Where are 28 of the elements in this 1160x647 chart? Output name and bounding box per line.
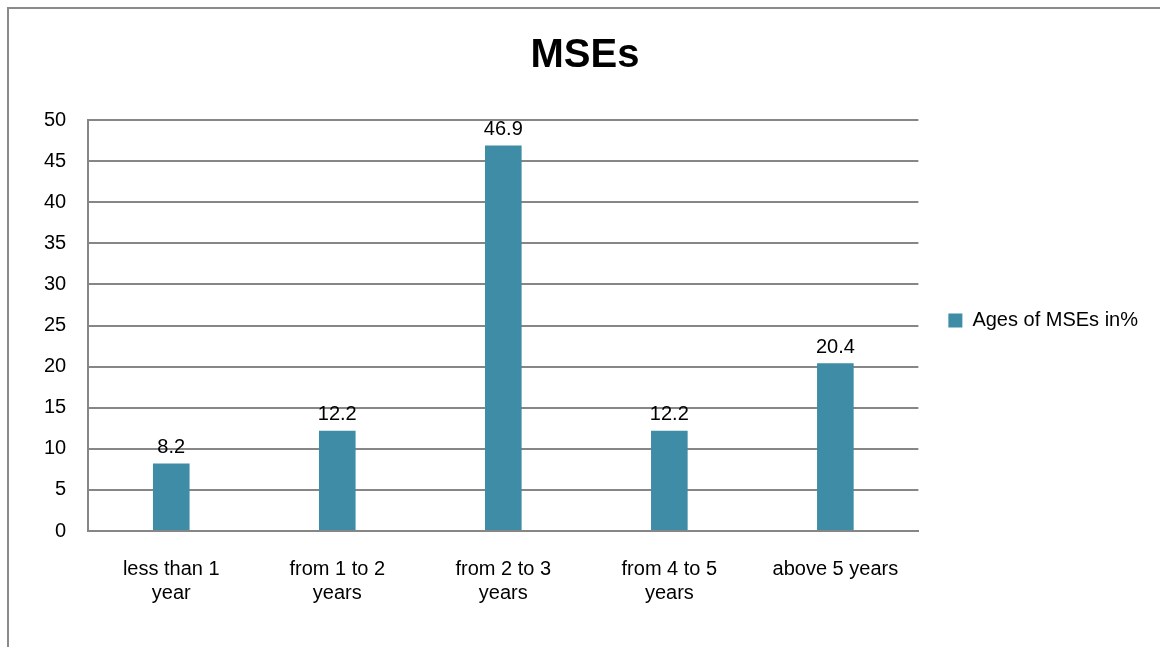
bar [817,363,854,530]
bar [651,430,688,530]
y-tick-label: 35 [44,230,67,253]
y-tick-label: 10 [44,436,67,459]
data-label: 8.2 [157,435,186,458]
chart-title: MSEs [530,31,640,76]
data-label: 20.4 [815,334,855,357]
bar [485,145,522,530]
y-tick-label: 15 [44,395,67,418]
data-label: 12.2 [649,402,689,425]
x-tick-label: from 1 to 2 years [289,556,386,603]
y-tick-label: 40 [44,189,67,212]
data-label: 12.2 [317,402,357,425]
x-tick-label: less than 1 year [122,556,220,603]
y-tick-label: 20 [44,354,67,377]
data-label: 46.9 [483,117,523,139]
y-tick-label: 45 [44,148,67,171]
x-tick-label: from 2 to 3 years [455,556,552,603]
y-tick-label: 5 [55,477,67,500]
x-tick-label: from 4 to 5 years [621,556,718,603]
y-tick-label: 50 [44,107,67,130]
y-tick-label: 25 [44,313,67,336]
bar [152,463,190,530]
y-tick-label: 30 [44,271,67,294]
legend-label: Ages of MSEs in% [972,308,1139,331]
x-tick-label: above 5 years [772,556,899,579]
bar [318,430,356,530]
y-tick-label: 0 [55,518,67,541]
